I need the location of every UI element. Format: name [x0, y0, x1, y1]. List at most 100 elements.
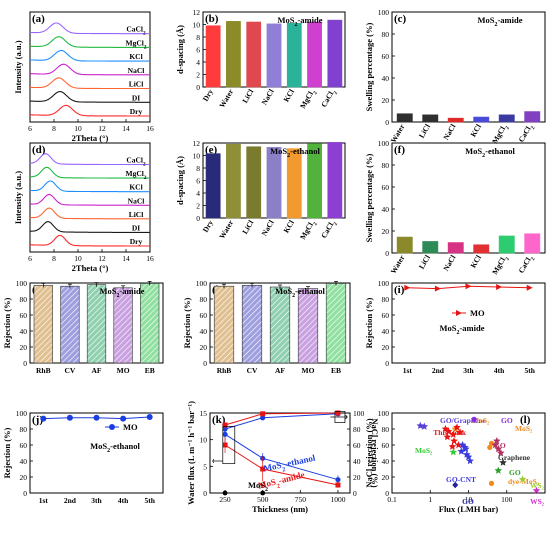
xrd-series-label: NaCl — [128, 196, 145, 205]
l-marker-star — [497, 449, 505, 457]
panel-annotation-sub: 2 — [457, 330, 460, 336]
bar-4-ylabel: d-spacing (Å) — [175, 156, 185, 205]
bar-5-ytick-label: 80 — [382, 161, 390, 170]
k-marker — [222, 490, 228, 496]
xrd-xtick-label: 12 — [98, 254, 106, 263]
bar-MgCl2 — [498, 114, 515, 123]
k-marker — [260, 411, 266, 417]
cycle-xtick-label: 5th — [144, 496, 155, 505]
bar-4-ytick-label: 0 — [196, 214, 200, 223]
bar-7-ytick-label: 40 — [200, 327, 208, 336]
bar-2-ytick-label: 100 — [378, 8, 390, 17]
panel-annotation-tail: -ethanol — [290, 146, 320, 156]
xrd-xlabel: 2Theta (°) — [72, 133, 109, 143]
cycle-9-ytick-label: 0 — [23, 489, 27, 498]
k-ylabel: Water flux (L m⁻¹ h⁻¹ bar⁻¹) — [186, 401, 196, 505]
bar-AF — [269, 286, 291, 364]
bar-6-ytick-label: 20 — [20, 343, 28, 352]
xrd-series-label-sub: 2 — [143, 31, 146, 37]
bar-category-label-main: LiCl — [417, 123, 432, 140]
panel-annotation-tail: -ethanol — [110, 441, 140, 451]
l-xtick-label: 100 — [501, 495, 513, 504]
cycle-8-ylabel: Rejection (%) — [364, 297, 374, 348]
l-xtick-label: 1 — [428, 495, 432, 504]
bar-7-ytick-label: 80 — [200, 295, 208, 304]
cycle-marker — [434, 285, 441, 292]
bar-category-label-main: Dry — [201, 87, 215, 103]
xrd-curve-CaCl2 — [29, 153, 150, 166]
bar-AF — [86, 284, 107, 364]
bar-CaCl2 — [524, 111, 541, 123]
xrd-series-label-main: LiCl — [129, 80, 144, 89]
bar-Dry — [205, 153, 221, 219]
xrd-curve-MgCl2 — [29, 36, 150, 48]
k-y2tick-label: 0 — [353, 489, 357, 498]
panel-annotation-main: MoS — [478, 15, 495, 25]
bar-7-ytick-label: 0 — [203, 359, 207, 368]
cycle-marker — [496, 284, 503, 290]
bar-category-label: RhB — [36, 366, 51, 375]
xrd-curve-NaCl — [29, 63, 150, 76]
xrd-xtick-label: 6 — [28, 254, 32, 263]
cycle-9-ytick-label: 80 — [20, 425, 28, 434]
bar-category-label-sub: 2 — [505, 125, 512, 131]
cycle-marker — [526, 284, 533, 291]
bar-RhB — [213, 285, 235, 364]
legend-marker — [109, 424, 115, 430]
panel-annotation-main: MoS — [440, 323, 457, 333]
panel-annotation: MoS2-ethanol — [90, 441, 140, 454]
cycle-9-ylabel: Rejection (%) — [2, 427, 12, 478]
xrd-series-label: MgCl2 — [126, 38, 147, 50]
bar-category-label: KCl — [469, 254, 483, 270]
bar-category-label: CV — [247, 366, 258, 375]
xrd-series-label: MgCl2 — [126, 169, 147, 181]
bar-category-label-main: EB — [145, 366, 155, 375]
k-bracket-right — [334, 411, 346, 423]
l-marker-star — [416, 421, 425, 429]
xrd-series-label: Dry — [130, 107, 143, 116]
l-marker-star — [453, 423, 461, 431]
bar-Dry — [205, 25, 221, 88]
l-group-label: MoS₂ — [515, 424, 533, 433]
bar-category-label-main: LiCl — [240, 219, 255, 236]
panel-annotation: MoS2-amide — [440, 323, 485, 336]
bar-category-label-sub: 2 — [530, 256, 537, 262]
k-label-mos2-main: MoS — [248, 480, 265, 490]
bar-NaCl — [447, 117, 464, 123]
bar-CV — [241, 285, 263, 364]
panel-letter: (l) — [520, 414, 531, 426]
bar-category-label-main: Water — [217, 87, 235, 109]
bar-category-label: CaCl2 — [319, 218, 339, 241]
l-ytick-label: 60 — [382, 441, 390, 450]
xrd-curve-MgCl2 — [30, 166, 150, 179]
cycle-xtick-label: 5th — [524, 366, 535, 375]
cycle-marker — [465, 283, 472, 290]
k-label-ethanol-main: MoS — [263, 460, 283, 474]
l-marker-circle — [487, 444, 493, 450]
panel-annotation-sub: 2 — [107, 448, 110, 454]
panel-letter: (j) — [32, 414, 43, 426]
panel-annotation-tail: -amide — [297, 15, 322, 25]
l-group-label: GO — [501, 416, 513, 425]
panel-annotation-sub: 2 — [292, 293, 295, 299]
xrd-ylabel: Intensity (a.u.) — [13, 171, 23, 224]
panel-annotation-tail: -amide — [497, 15, 522, 25]
bar-category-label-main: Dry — [201, 218, 215, 234]
panel-annotation-main: MoS — [278, 15, 295, 25]
xrd-series-label: CaCl2 — [126, 156, 146, 168]
legend-label: MO — [470, 308, 485, 318]
k-y2tick-label: 100 — [353, 409, 365, 418]
bar-category-label-main: KCl — [469, 254, 483, 270]
bar-category-label: Water — [389, 122, 407, 144]
cycle-8-ytick-label: 20 — [382, 343, 390, 352]
panel-letter: (b) — [205, 13, 219, 25]
k-label-mos2-sub: 2 — [265, 487, 268, 493]
l-marker-star — [450, 437, 458, 445]
l-marker-star — [461, 443, 469, 451]
bar-MgCl2 — [307, 21, 322, 88]
cycle-9-ytick-label: 20 — [20, 473, 28, 482]
l-marker-star — [420, 422, 429, 430]
xrd-series-label: KCl — [129, 52, 142, 61]
k-marker — [222, 426, 228, 432]
bar-category-label: KCl — [282, 219, 296, 235]
